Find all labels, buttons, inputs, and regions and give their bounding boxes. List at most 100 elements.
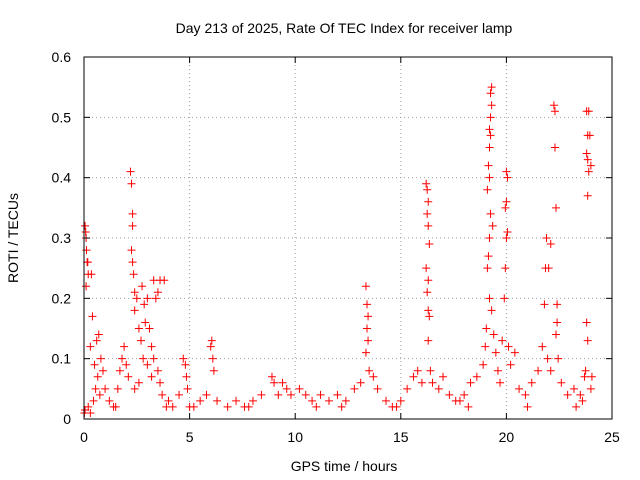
data-point [149,354,158,363]
data-point [181,360,190,369]
y-axis-label: ROTI / TECUs [5,193,21,283]
x-tick-label: 5 [186,429,194,445]
data-point [139,354,148,363]
axis-ticks [83,56,613,420]
data-point [409,372,418,381]
data-point [523,402,532,411]
data-point [93,372,102,381]
data-point [350,384,359,393]
data-point [423,209,432,218]
data-point [439,372,448,381]
data-point [424,336,433,345]
data-point [151,294,160,303]
data-point [455,396,464,405]
data-point [546,366,555,375]
data-point [578,396,587,405]
data-point [426,366,435,375]
data-point [498,336,507,345]
data-point [542,234,551,242]
data-point [485,173,494,182]
data-point [382,396,391,405]
data-point [282,384,291,393]
data-point [445,390,454,399]
data-point [223,402,232,411]
data-point [115,366,124,375]
data-point [96,354,105,363]
data-point [502,167,511,176]
data-point [502,197,511,206]
data-point [213,396,222,405]
data-point [140,300,149,309]
data-point [120,342,129,351]
data-point [583,336,592,345]
data-point [324,396,333,405]
data-point [90,360,99,369]
data-point [202,390,211,399]
data-point [267,372,276,381]
data-point [295,384,304,393]
data-point [425,240,434,249]
data-point [88,312,97,321]
data-point [92,336,101,345]
data-point [538,342,547,351]
data-point [153,366,162,375]
data-point [515,384,524,393]
data-point [460,390,469,399]
data-point [137,336,146,345]
data-point [486,209,495,218]
data-point [540,300,549,309]
data-point [501,264,510,273]
data-point [485,143,494,152]
data-point [557,378,566,387]
data-point [423,185,432,194]
data-point [158,390,167,399]
data-point [248,396,257,405]
data-point [183,384,192,393]
data-point [128,258,137,267]
data-point [87,270,96,279]
data-point [130,288,139,297]
data-point [534,366,543,375]
data-point [527,378,536,387]
data-point [466,378,475,387]
y-tick-labels: 0 0.1 0.2 0.3 0.4 0.5 0.6 [52,49,72,427]
data-point [396,396,405,405]
data-point [500,294,509,303]
data-point [487,306,496,315]
data-point [582,318,591,327]
data-point [481,342,490,351]
data-point [486,113,495,122]
data-point [586,161,595,170]
data-point [134,324,143,333]
data-point [101,384,110,393]
y-tick-label: 0.2 [52,290,72,306]
data-points [80,83,596,417]
data-point [138,282,147,291]
data-point [503,227,512,236]
data-point [337,402,346,411]
data-point [83,258,92,267]
data-point [278,378,287,387]
data-point [373,384,382,393]
data-point [549,101,558,110]
y-tick-label: 0.6 [52,49,72,65]
data-point [316,390,325,399]
data-point [128,221,137,230]
data-point [576,390,585,399]
data-point [582,149,591,158]
data-point [485,234,494,242]
data-point [208,354,217,363]
x-tick-label: 25 [604,429,620,445]
data-point [356,378,365,387]
data-point [428,378,437,387]
data-point [506,360,515,369]
y-tick-label: 0.4 [52,170,72,186]
data-point [587,372,596,381]
data-point [312,402,321,411]
data-point [424,276,433,285]
data-point [89,396,98,405]
data-point [423,288,432,297]
data-point [84,402,93,411]
data-point [143,360,152,369]
data-point [493,366,502,375]
